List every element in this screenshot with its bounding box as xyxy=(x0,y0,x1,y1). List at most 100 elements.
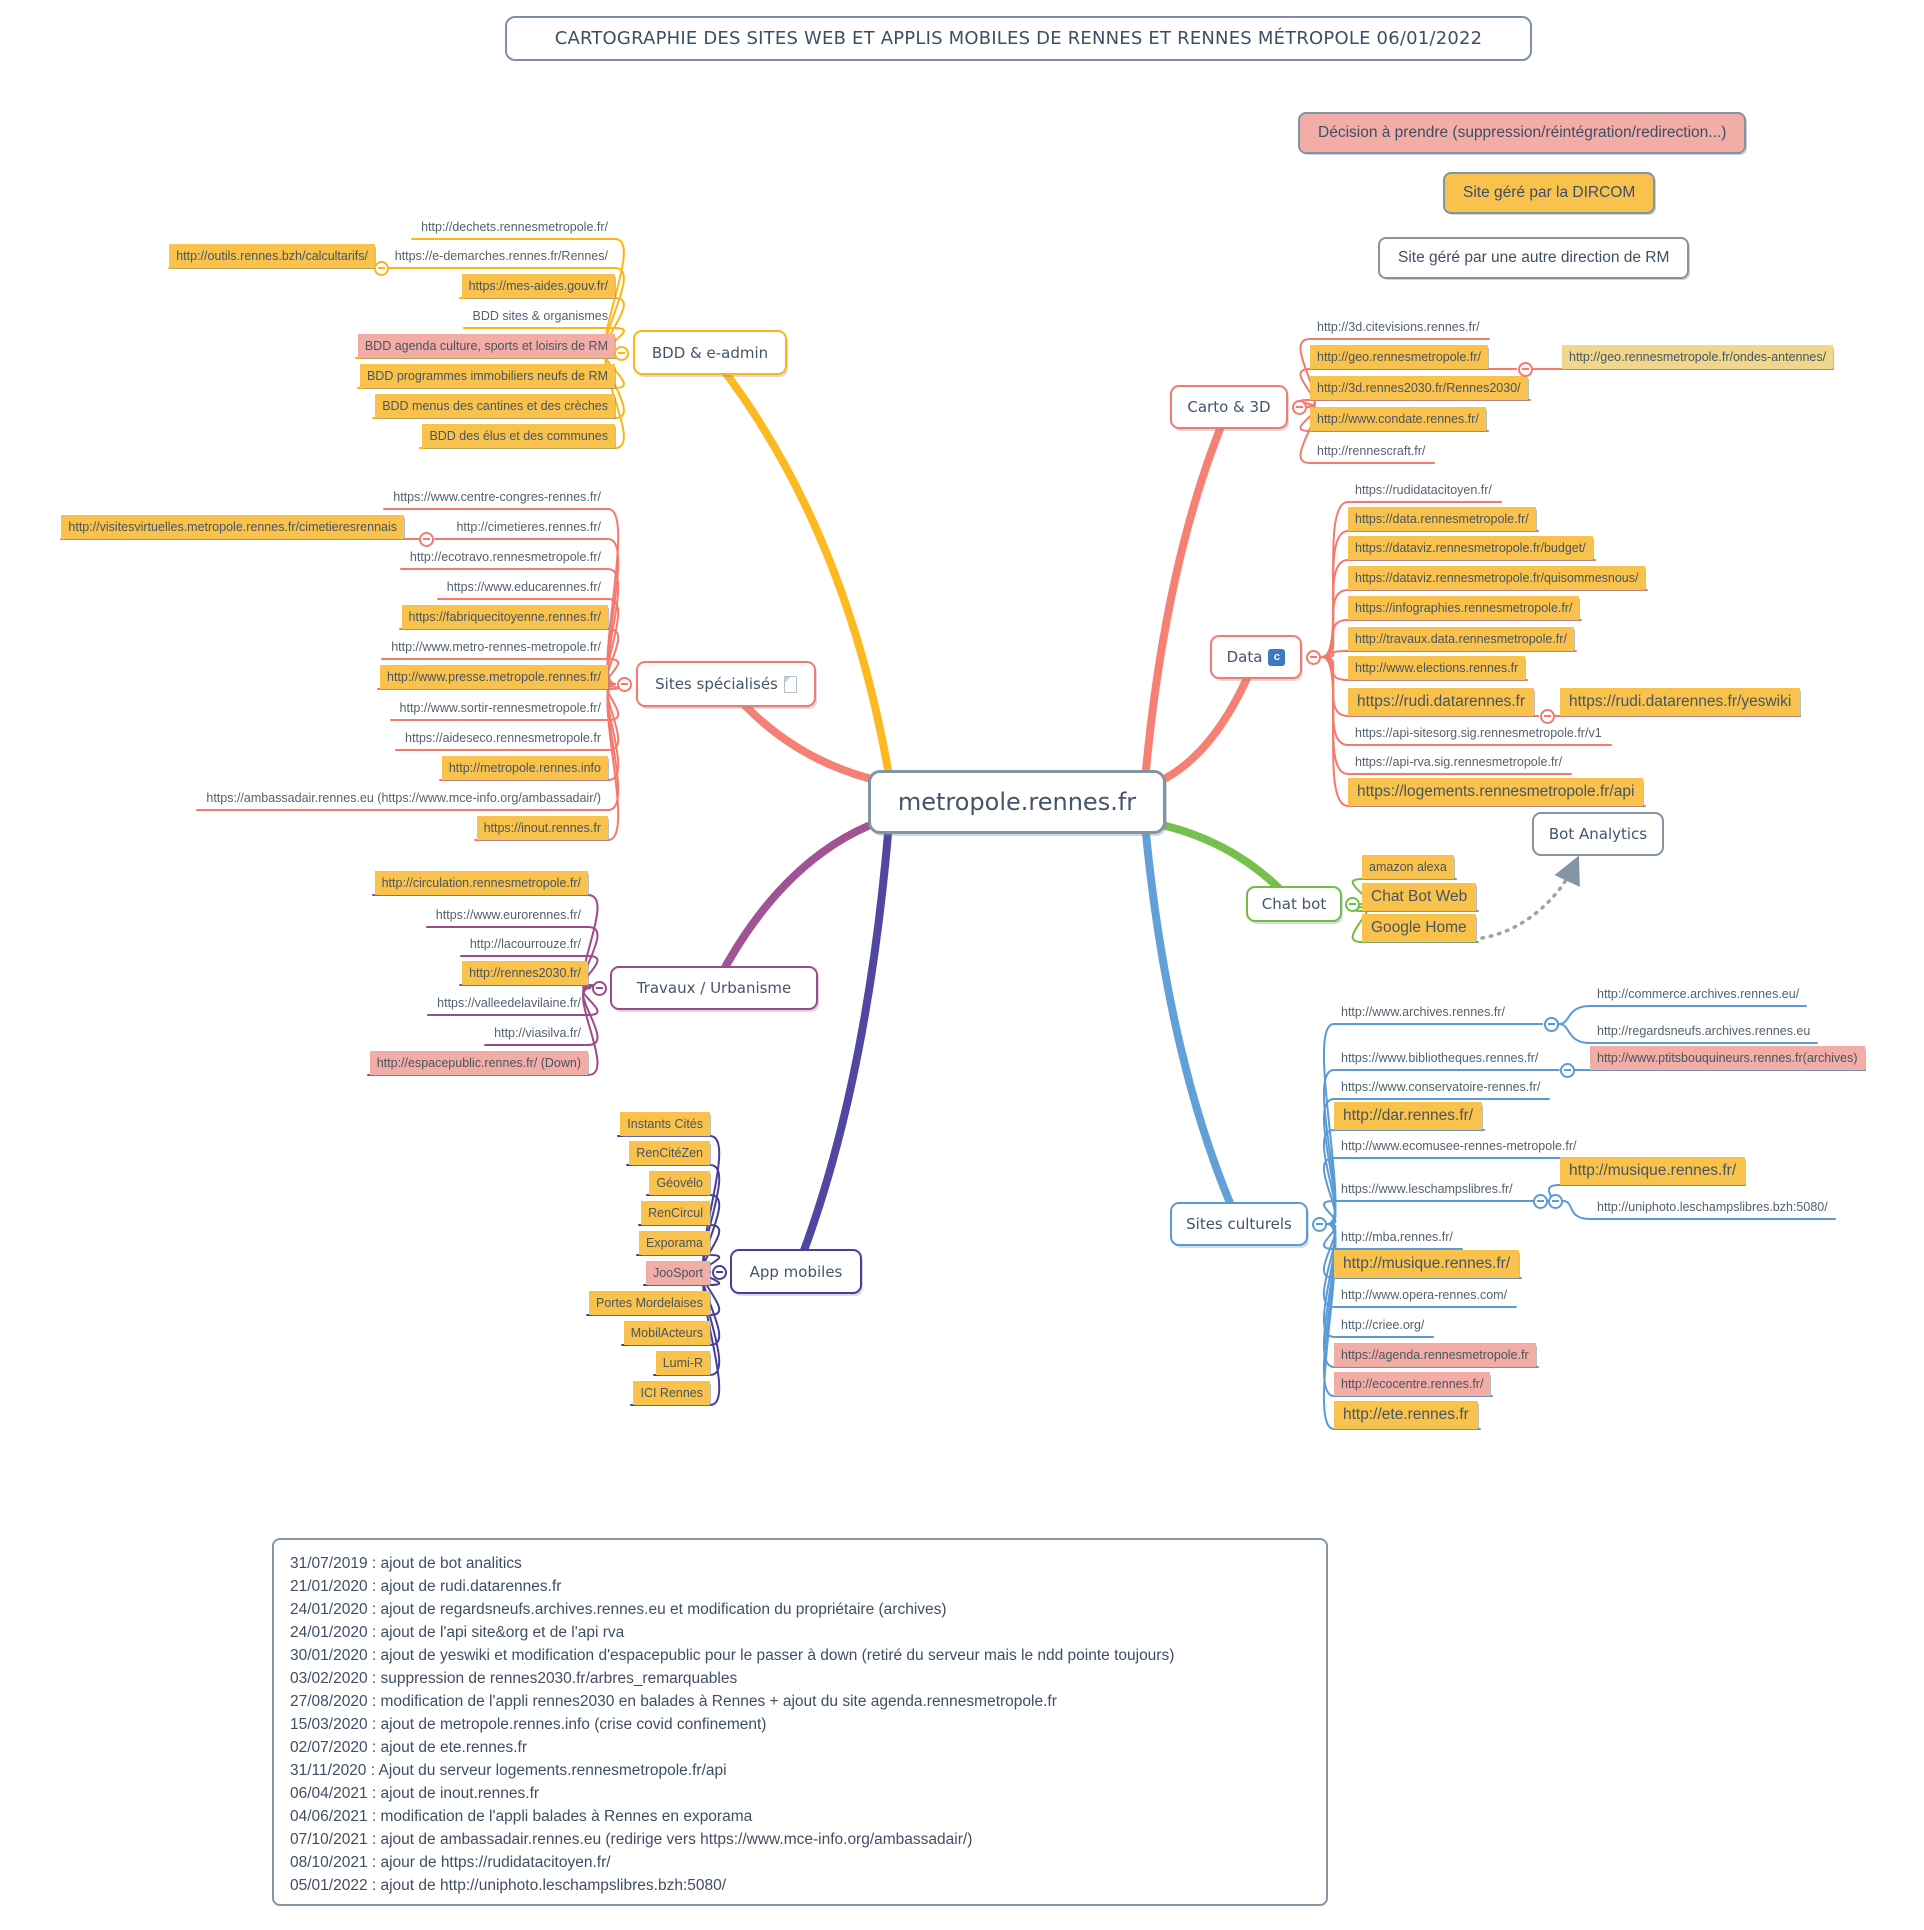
branch-node-travaux[interactable]: Travaux / Urbanisme xyxy=(610,966,818,1010)
map-item[interactable]: BDD programmes immobiliers neufs de RM xyxy=(359,364,615,388)
map-item[interactable]: http://www.sortir-rennesmetropole.fr/ xyxy=(399,701,601,715)
map-item[interactable]: amazon alexa xyxy=(1362,855,1454,879)
branch-node-data[interactable]: Data c xyxy=(1210,635,1302,679)
map-item[interactable]: Instants Cités xyxy=(620,1112,710,1136)
map-subitem[interactable]: http://musique.rennes.fr/ xyxy=(1560,1157,1746,1185)
collapse-icon[interactable] xyxy=(419,531,434,547)
map-item[interactable]: http://dechets.rennesmetropole.fr/ xyxy=(421,220,608,234)
map-item[interactable]: http://rennescraft.fr/ xyxy=(1317,444,1426,458)
map-item[interactable]: BDD des élus et des communes xyxy=(422,424,615,448)
center-node[interactable]: metropole.rennes.fr xyxy=(868,770,1166,834)
branch-node-spec[interactable]: Sites spécialisés xyxy=(636,661,816,707)
map-item[interactable]: https://aideseco.rennesmetropole.fr xyxy=(405,731,601,745)
map-item[interactable]: https://rudidatacitoyen.fr/ xyxy=(1355,483,1492,497)
branch-node-app[interactable]: App mobiles xyxy=(730,1249,862,1294)
collapse-icon[interactable] xyxy=(616,676,632,692)
map-item[interactable]: MobilActeurs xyxy=(623,1321,710,1345)
map-item[interactable]: https://www.educarennes.fr/ xyxy=(446,580,601,594)
map-item[interactable]: http://dar.rennes.fr/ xyxy=(1334,1102,1483,1130)
collapse-icon[interactable] xyxy=(613,345,629,361)
map-item[interactable]: https://api-sitesorg.sig.rennesmetropole… xyxy=(1355,726,1602,740)
map-item[interactable]: http://rennes2030.fr/ xyxy=(462,961,588,985)
map-item[interactable]: https://www.centre-congres-rennes.fr/ xyxy=(393,490,601,504)
map-item[interactable]: https://data.rennesmetropole.fr/ xyxy=(1348,507,1536,531)
map-item[interactable]: http://3d.citevisions.rennes.fr/ xyxy=(1317,320,1480,334)
map-item[interactable]: http://musique.rennes.fr/ xyxy=(1334,1250,1520,1278)
collapse-icon[interactable] xyxy=(1311,1216,1327,1232)
map-subitem[interactable]: http://visitesvirtuelles.metropole.renne… xyxy=(61,515,404,539)
map-item[interactable]: https://e-demarches.rennes.fr/Rennes/ xyxy=(394,249,608,263)
map-item[interactable]: http://espacepublic.rennes.fr/ (Down) xyxy=(369,1051,588,1075)
collapse-icon[interactable] xyxy=(591,980,607,996)
map-item[interactable]: https://logements.rennesmetropole.fr/api xyxy=(1348,778,1644,806)
branch-node-bdd[interactable]: BDD & e-admin xyxy=(633,330,787,375)
map-item[interactable]: https://www.eurorennes.fr/ xyxy=(435,908,581,922)
map-item[interactable]: http://ecotravo.rennesmetropole.fr/ xyxy=(409,550,601,564)
map-item[interactable]: http://lacourrouze.fr/ xyxy=(469,937,581,951)
map-item[interactable]: RenCircul xyxy=(641,1201,710,1225)
map-item[interactable]: http://metropole.rennes.info xyxy=(441,756,608,780)
map-item[interactable]: https://www.conservatoire-rennes.fr/ xyxy=(1341,1080,1541,1094)
collapse-icon[interactable] xyxy=(374,260,389,276)
collapse-icon[interactable] xyxy=(1517,361,1533,377)
map-subitem[interactable]: http://commerce.archives.rennes.eu/ xyxy=(1597,987,1800,1001)
map-item[interactable]: RenCitéZen xyxy=(629,1141,710,1165)
map-item[interactable]: Portes Mordelaises xyxy=(589,1291,710,1315)
map-item[interactable]: http://www.metro-rennes-metropole.fr/ xyxy=(391,640,601,654)
branch-node-chat[interactable]: Chat bot xyxy=(1246,886,1342,922)
map-item[interactable]: http://mba.rennes.fr/ xyxy=(1341,1230,1453,1244)
map-item[interactable]: http://www.presse.metropole.rennes.fr/ xyxy=(380,665,608,689)
map-item[interactable]: ICI Rennes xyxy=(633,1381,710,1405)
map-subitem[interactable]: http://regardsneufs.archives.rennes.eu xyxy=(1597,1024,1811,1038)
map-subitem[interactable]: https://rudi.datarennes.fr/yeswiki xyxy=(1560,688,1801,716)
map-item[interactable]: https://infographies.rennesmetropole.fr/ xyxy=(1348,596,1580,620)
map-item[interactable]: https://fabriquecitoyenne.rennes.fr/ xyxy=(401,605,608,629)
map-subitem[interactable]: http://uniphoto.leschampslibres.bzh:5080… xyxy=(1597,1200,1828,1214)
map-item[interactable]: http://www.elections.rennes.fr xyxy=(1348,656,1526,680)
map-item[interactable]: BDD menus des cantines et des crèches xyxy=(375,394,615,418)
map-item[interactable]: http://www.condate.rennes.fr/ xyxy=(1310,407,1486,431)
map-item[interactable]: http://travaux.data.rennesmetropole.fr/ xyxy=(1348,627,1574,651)
collapse-icon[interactable] xyxy=(1344,896,1360,912)
map-item[interactable]: Lumi-R xyxy=(655,1351,710,1375)
map-item[interactable]: https://www.bibliotheques.rennes.fr/ xyxy=(1341,1051,1539,1065)
map-item[interactable]: https://valleedelavilaine.fr/ xyxy=(437,996,581,1010)
map-item[interactable]: Chat Bot Web xyxy=(1362,883,1477,911)
map-item[interactable]: https://agenda.rennesmetropole.fr xyxy=(1334,1343,1536,1367)
map-item[interactable]: https://api-rva.sig.rennesmetropole.fr/ xyxy=(1355,755,1563,769)
map-subitem[interactable]: http://www.ptitsbouquineurs.rennes.fr(ar… xyxy=(1590,1046,1865,1070)
map-item[interactable]: JooSport xyxy=(645,1261,710,1285)
map-item[interactable]: https://inout.rennes.fr xyxy=(476,816,608,840)
branch-node-carto[interactable]: Carto & 3D xyxy=(1170,385,1288,429)
map-item[interactable]: https://dataviz.rennesmetropole.fr/quiso… xyxy=(1348,566,1646,590)
map-item[interactable]: http://3d.rennes2030.fr/Rennes2030/ xyxy=(1310,376,1528,400)
map-item[interactable]: http://www.opera-rennes.com/ xyxy=(1341,1288,1508,1302)
map-item[interactable]: BDD agenda culture, sports et loisirs de… xyxy=(357,334,615,358)
map-item[interactable]: http://viasilva.fr/ xyxy=(494,1026,581,1040)
map-item[interactable]: http://ete.rennes.fr xyxy=(1334,1401,1478,1429)
map-item[interactable]: http://cimetieres.rennes.fr/ xyxy=(456,520,601,534)
map-subitem[interactable]: http://outils.rennes.bzh/calcultarifs/ xyxy=(169,244,375,268)
map-item[interactable]: https://mes-aides.gouv.fr/ xyxy=(461,274,615,298)
collapse-icon[interactable] xyxy=(711,1264,727,1280)
map-item[interactable]: https://www.leschampslibres.fr/ xyxy=(1341,1182,1513,1196)
map-item[interactable]: Géovélo xyxy=(649,1171,710,1195)
collapse-icon[interactable] xyxy=(1560,1062,1575,1078)
map-item[interactable]: http://ecocentre.rennes.fr/ xyxy=(1334,1372,1491,1396)
map-item[interactable]: http://www.ecomusee-rennes-metropole.fr/ xyxy=(1341,1139,1577,1153)
collapse-icon[interactable] xyxy=(1547,1193,1563,1209)
map-item[interactable]: Google Home xyxy=(1362,914,1476,942)
collapse-icon[interactable] xyxy=(1291,399,1307,415)
map-item[interactable]: http://geo.rennesmetropole.fr/ xyxy=(1310,345,1488,369)
collapse-icon[interactable] xyxy=(1543,1016,1559,1032)
map-subitem[interactable]: http://geo.rennesmetropole.fr/ondes-ante… xyxy=(1562,345,1834,369)
node-bot-analytics[interactable]: Bot Analytics xyxy=(1532,812,1664,856)
collapse-icon[interactable] xyxy=(1305,649,1321,665)
map-item[interactable]: https://ambassadair.rennes.eu (https://w… xyxy=(206,791,601,805)
branch-node-culture[interactable]: Sites culturels xyxy=(1170,1202,1308,1246)
map-item[interactable]: BDD sites & organismes xyxy=(472,309,608,323)
collapse-icon[interactable] xyxy=(1532,1193,1548,1209)
map-item[interactable]: https://rudi.datarennes.fr xyxy=(1348,688,1535,716)
map-item[interactable]: http://criee.org/ xyxy=(1341,1318,1425,1332)
map-item[interactable]: http://circulation.rennesmetropole.fr/ xyxy=(374,871,588,895)
